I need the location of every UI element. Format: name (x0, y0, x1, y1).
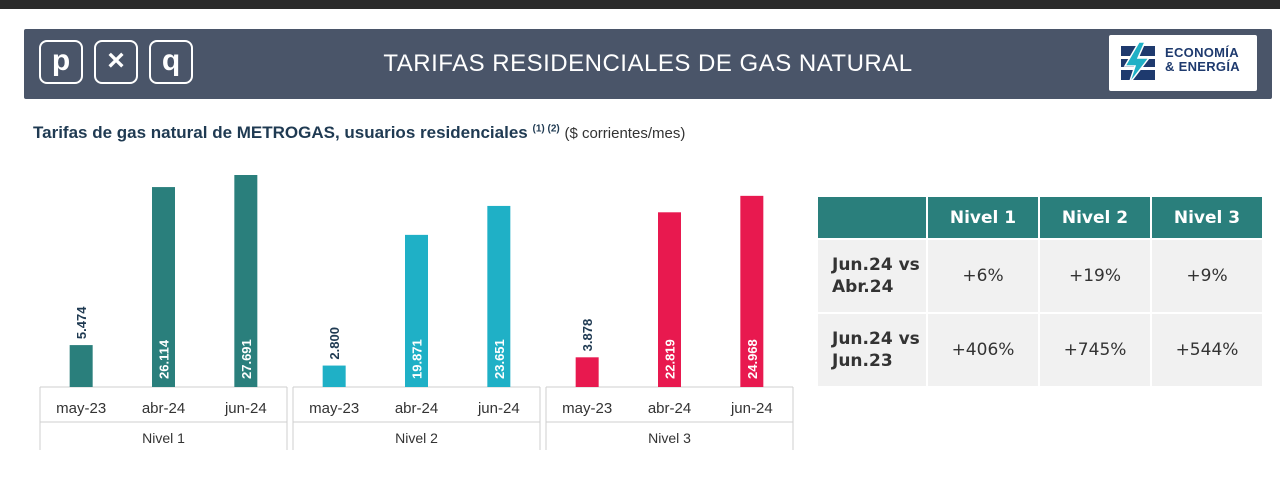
table-cell: +6% (927, 238, 1040, 313)
data-label: 19.871 (410, 339, 425, 379)
bar (234, 175, 258, 387)
bar (658, 212, 681, 387)
tick-label: jun-24 (730, 400, 773, 417)
data-label: 3.878 (580, 319, 595, 352)
row-label-line-2: Jun.23 (832, 351, 893, 371)
data-label: 22.819 (663, 339, 678, 379)
brand-logo: ECONOMÍA & ENERGÍA (1109, 35, 1257, 91)
brand-line-2: & ENERGÍA (1165, 59, 1240, 74)
tick-label: may-23 (309, 400, 359, 417)
logo-letter-p: p (39, 40, 83, 84)
table-cell: +406% (927, 312, 1040, 386)
bar (405, 234, 428, 387)
brand-line-1: ECONOMÍA (1165, 45, 1239, 60)
table-row: Jun.24 vs Abr.24 +6% +19% +9% (818, 238, 1262, 313)
data-label: 23.651 (492, 339, 507, 379)
top-bar (0, 0, 1280, 9)
tick-label: abr-24 (142, 400, 185, 417)
row-label: Jun.24 vs Abr.24 (818, 238, 928, 313)
row-label-line-1: Jun.24 vs (832, 329, 920, 349)
bar (322, 365, 346, 387)
row-label-line-1: Jun.24 vs (832, 255, 920, 275)
tick-label: may-23 (562, 400, 612, 417)
subtitle-main: Tarifas de gas natural de METROGAS, usua… (33, 123, 528, 142)
group-label: Nivel 2 (395, 430, 438, 446)
table-header-row: Nivel 1 Nivel 2 Nivel 3 (818, 197, 1262, 239)
subtitle-notes: (1) (2) (532, 123, 560, 135)
subtitle-unit: ($ corrientes/mes) (564, 125, 686, 142)
page-title: TARIFAS RESIDENCIALES DE GAS NATURAL (383, 50, 913, 77)
bar (575, 357, 599, 387)
table-cell: +19% (1039, 238, 1152, 313)
table-header-empty (818, 197, 928, 239)
header-banner: p × q TARIFAS RESIDENCIALES DE GAS NATUR… (24, 29, 1272, 99)
bar-chart: 5.474 may-23 26.114 abr-24 27.691 jun-24 Nivel… (39, 175, 794, 450)
brand-name: ECONOMÍA & ENERGÍA (1165, 46, 1240, 74)
data-label: 27.691 (239, 339, 254, 379)
bar (487, 205, 511, 387)
table-cell: +745% (1039, 312, 1152, 386)
variation-table: Nivel 1 Nivel 2 Nivel 3 Jun.24 vs Abr.24… (818, 197, 1262, 386)
data-label: 26.114 (157, 339, 172, 379)
logo-letter-x: × (94, 40, 138, 84)
row-label: Jun.24 vs Jun.23 (818, 312, 928, 386)
row-label-line-2: Abr.24 (832, 277, 894, 297)
tick-label: jun-24 (477, 400, 520, 417)
tick-label: may-23 (56, 400, 106, 417)
bar (69, 345, 93, 387)
group-label: Nivel 3 (648, 430, 691, 446)
group-label: Nivel 1 (142, 430, 185, 446)
bar (152, 187, 175, 387)
table-header-nivel-1: Nivel 1 (927, 197, 1040, 239)
table-cell: +9% (1151, 238, 1262, 313)
lightning-icon (1121, 41, 1155, 85)
tick-label: abr-24 (648, 400, 691, 417)
table-header-nivel-2: Nivel 2 (1039, 197, 1152, 239)
table-header-nivel-3: Nivel 3 (1151, 197, 1262, 239)
tick-label: abr-24 (395, 400, 438, 417)
data-label: 2.800 (327, 327, 342, 360)
bar (740, 195, 764, 387)
table-cell: +544% (1151, 312, 1262, 386)
tick-label: jun-24 (224, 400, 267, 417)
chart-subtitle: Tarifas de gas natural de METROGAS, usua… (33, 123, 685, 143)
data-label: 24.968 (745, 339, 760, 379)
data-label: 5.474 (74, 306, 89, 339)
logo-letter-q: q (149, 40, 193, 84)
table-row: Jun.24 vs Jun.23 +406% +745% +544% (818, 312, 1262, 386)
